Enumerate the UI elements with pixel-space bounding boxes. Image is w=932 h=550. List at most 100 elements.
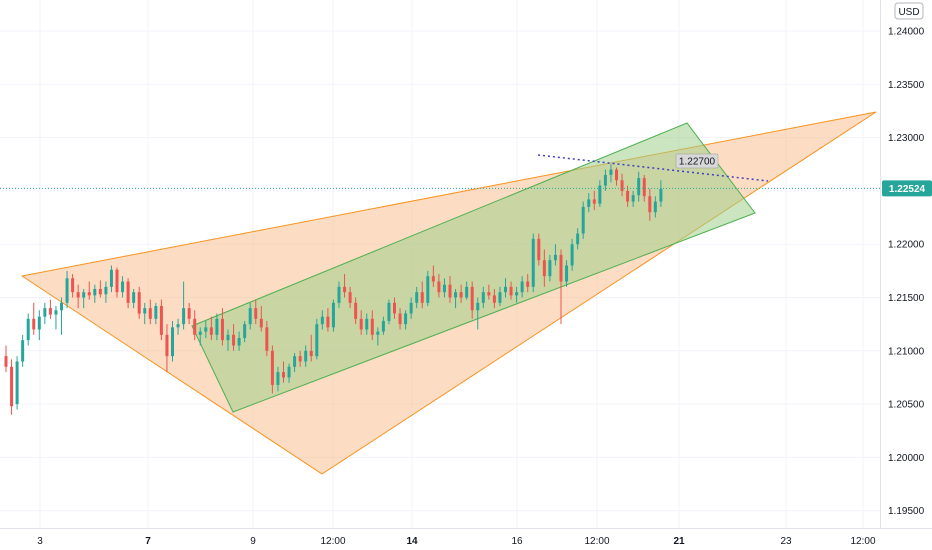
candle-body (37, 316, 41, 330)
candle-body (603, 174, 607, 186)
candle-body (637, 178, 641, 196)
price-annotation: 1.22700 (675, 153, 719, 169)
candle-body (437, 281, 441, 293)
candle-body (343, 286, 347, 293)
y-tick-label: 1.20500 (888, 400, 925, 411)
candle-body (276, 372, 280, 385)
candle-body (165, 334, 169, 357)
ascending-channel[interactable] (191, 122, 756, 413)
candle-body (15, 361, 19, 405)
candle-body (398, 313, 402, 325)
candle-body (248, 308, 252, 325)
candle-body (326, 316, 330, 328)
resistance-trendline[interactable] (537, 154, 769, 182)
candle-body (182, 308, 186, 325)
candle-body (220, 318, 224, 341)
current-price-badge-box (882, 180, 932, 197)
candle-body (415, 292, 419, 303)
candle-body (587, 199, 591, 207)
candle-body (226, 334, 230, 341)
candle-body (243, 324, 247, 339)
candle-body (76, 292, 80, 298)
candle-body (32, 318, 36, 330)
candle-body (60, 302, 63, 311)
candle-body (537, 238, 541, 261)
candle-body (515, 292, 519, 296)
current-price-label: 1.22524 (889, 184, 926, 195)
candle-body (548, 260, 552, 277)
candle-body (215, 318, 219, 335)
candle-body (204, 327, 208, 332)
candle-body (148, 308, 152, 319)
candle-body (143, 308, 147, 314)
candle-body (570, 244, 574, 266)
candle-body (459, 292, 463, 298)
x-tick-label: 21 (673, 536, 685, 547)
candle-body (348, 292, 352, 303)
y-tick-label: 1.23000 (888, 133, 925, 144)
candle-body (492, 295, 496, 303)
x-tick-label: 12:00 (320, 536, 345, 547)
candle-body (653, 201, 657, 213)
candle-body (442, 284, 446, 293)
candle-body (270, 350, 274, 385)
x-tick-label: 12:00 (850, 536, 875, 547)
y-tick-label: 1.20000 (888, 453, 925, 464)
candle-body (109, 269, 113, 287)
candle-body (298, 356, 302, 362)
candle-body (171, 327, 174, 357)
candle-body (287, 366, 291, 378)
candle-body (159, 306, 163, 335)
candle-body (71, 278, 75, 293)
candle-body (553, 254, 557, 261)
candle-body (542, 260, 546, 277)
candle-body (598, 185, 602, 204)
candle-body (254, 308, 258, 319)
candle-body (642, 178, 646, 197)
candle-body (309, 350, 313, 357)
candles (4, 164, 663, 415)
candle-body (387, 302, 391, 321)
currency-label: USD (898, 7, 919, 18)
y-tick-label: 1.22000 (888, 240, 925, 251)
candle-body (426, 276, 430, 303)
candle-body (476, 302, 480, 311)
candle-body (259, 318, 263, 328)
candle-body (193, 318, 197, 335)
candle-body (581, 206, 585, 234)
candle-body (237, 338, 241, 346)
x-axis[interactable]: 3 7 9 12:00 14 16 12:00 21 23 12:00 (37, 536, 876, 547)
candle-body (282, 372, 285, 378)
candle-body (337, 286, 341, 303)
candle-body (65, 278, 69, 303)
candle-body (576, 233, 580, 245)
candle-body (504, 286, 507, 293)
price-annotation-box (675, 153, 719, 169)
candle-body (526, 281, 530, 287)
candle-body (98, 288, 102, 295)
candle-body (465, 286, 469, 298)
candle-body (209, 327, 213, 335)
y-tick-label: 1.24000 (888, 27, 925, 38)
candle-body (370, 318, 374, 335)
candle-body (48, 308, 52, 315)
candle-body (54, 310, 58, 315)
x-tick-label: 16 (511, 536, 523, 547)
candle-body (393, 302, 396, 314)
candle-body (531, 238, 535, 287)
candle-body (431, 276, 435, 282)
candle-body (454, 292, 458, 298)
candle-body (104, 286, 108, 295)
currency-badge[interactable]: USD (894, 2, 924, 20)
candle-body (487, 292, 491, 296)
candle-body (592, 199, 596, 204)
candle-body (359, 318, 363, 330)
candle-body (4, 356, 8, 367)
candle-body (132, 292, 136, 303)
y-tick-label: 1.23500 (888, 80, 925, 91)
candle-body (115, 269, 119, 293)
y-axis[interactable]: 1.240001.235001.230001.225001.220001.215… (888, 27, 925, 518)
candle-body (10, 366, 14, 407)
candle-body (176, 324, 180, 328)
